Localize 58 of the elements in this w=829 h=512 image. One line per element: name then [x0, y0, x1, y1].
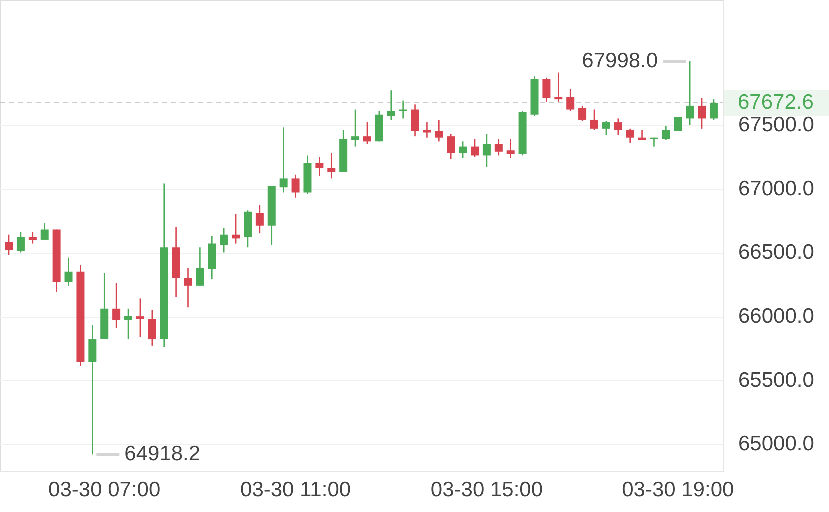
y-tick-label: 67500.0: [738, 114, 814, 137]
ref-line-label: 67672.6: [738, 91, 814, 114]
x-tick-label: 03-30 19:00: [622, 478, 734, 502]
candlestick: [112, 282, 121, 329]
candlestick: [626, 128, 634, 144]
candlestick: [40, 222, 49, 241]
candlestick: [387, 90, 396, 121]
x-tick-label: 03-30 11:00: [240, 478, 352, 502]
candlestick: [482, 133, 491, 168]
candlestick: [638, 130, 646, 142]
candlestick: [363, 122, 372, 145]
candlestick: [674, 116, 682, 132]
candlestick: [328, 152, 336, 180]
x-tick-label: 03-30 07:00: [48, 478, 161, 502]
candlestick: [435, 119, 444, 142]
candlestick: [698, 98, 706, 130]
annotation: 64918.2: [124, 442, 201, 466]
candlestick: [280, 126, 288, 194]
y-tick-label: 66500.0: [738, 241, 814, 264]
x-tick-label: 03-30 15:00: [430, 478, 544, 502]
candlestick: [602, 120, 610, 136]
candlestick: [256, 204, 264, 234]
candlestick: [352, 109, 360, 148]
candlestick: [459, 141, 468, 159]
candlestick: [28, 232, 37, 244]
y-tick-label: 67000.0: [738, 177, 814, 200]
candlestick: [566, 88, 575, 112]
y-tick-label: 65000.0: [738, 432, 814, 456]
candlestick: [471, 138, 480, 158]
candlestick: [447, 133, 456, 160]
candlestick: [710, 98, 718, 121]
y-tick-label: 66000.0: [738, 305, 814, 328]
candlestick: [614, 118, 622, 136]
candlestick: [196, 246, 204, 287]
y-tick-label: 65500.0: [738, 368, 814, 392]
candlestick: [292, 174, 300, 198]
candlestick: [136, 298, 144, 338]
candlestick: [232, 214, 240, 244]
candlestick: [148, 310, 156, 347]
candlestick: [686, 60, 694, 126]
candlestick: [16, 232, 25, 254]
candlestick: [506, 138, 515, 159]
candlestick: [590, 109, 598, 131]
candlestick: [423, 122, 432, 139]
candlestick: [411, 104, 420, 138]
candlestick: [220, 228, 228, 254]
candlestick: [494, 138, 503, 156]
candlestick: [88, 324, 97, 456]
candlestick: [542, 77, 551, 103]
candlestick: [316, 156, 324, 177]
candlestick: [64, 257, 73, 287]
candlestick: [124, 308, 133, 340]
candlestick: [578, 105, 587, 122]
candlestick: [184, 267, 192, 308]
candlestick: [5, 234, 14, 256]
annotation: 67998.0: [582, 50, 658, 73]
candlestick: [554, 72, 563, 103]
candlestick: [662, 126, 670, 142]
